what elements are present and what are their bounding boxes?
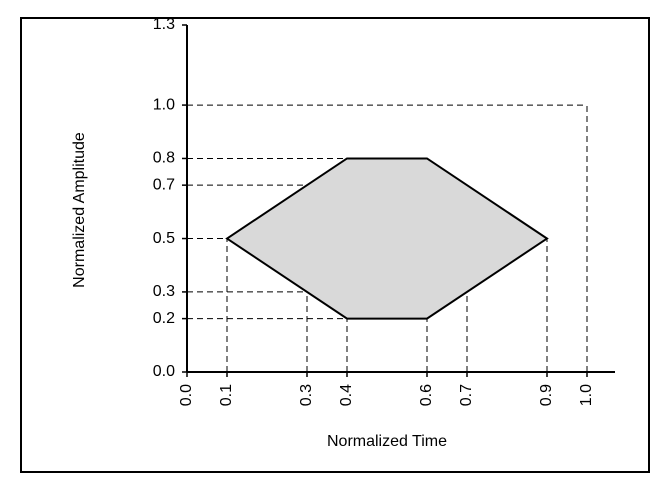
y-tick-label: 0.7	[153, 176, 175, 193]
y-tick-label: 0.8	[153, 150, 175, 167]
y-tick-label: 1.0	[153, 96, 175, 113]
y-tick-label: 0.5	[153, 230, 175, 247]
x-tick-label: 0.7	[458, 384, 475, 406]
x-tick-label: 0.4	[338, 384, 355, 406]
x-tick-label: 0.3	[298, 384, 315, 406]
y-axis-label: Normalized Amplitude	[71, 132, 88, 288]
y-tick-label: 1.3	[153, 16, 175, 33]
x-tick-label: 0.0	[178, 384, 195, 406]
frame	[20, 17, 650, 473]
y-tick-label: 0.3	[153, 283, 175, 300]
x-tick-label: 0.1	[218, 384, 235, 406]
x-tick-label: 0.9	[538, 384, 555, 406]
x-tick-label: 0.6	[418, 384, 435, 406]
y-tick-label: 0.0	[153, 363, 175, 380]
x-axis-label: Normalized Time	[327, 433, 447, 450]
y-tick-label: 0.2	[153, 310, 175, 327]
envelope-area	[225, 157, 549, 320]
x-tick-label: 1.0	[578, 384, 595, 406]
